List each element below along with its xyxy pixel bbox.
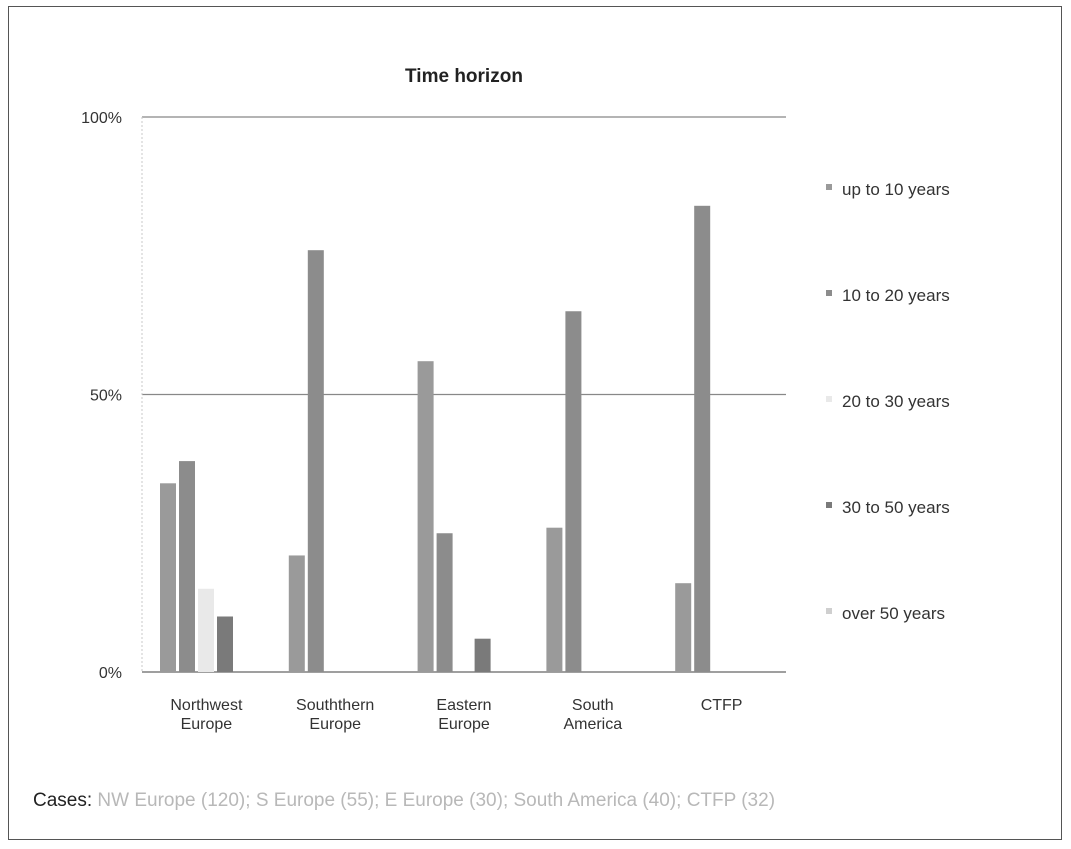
x-tick-labels: Northwest Europe Souththern Europe Eastern Eu…: [170, 697, 742, 733]
bar: [288, 555, 305, 672]
chart-frame: [8, 6, 1062, 840]
bars: [160, 205, 711, 673]
x-tick-label: Souththern Europe: [296, 697, 374, 733]
legend: up to 10 years 10 to 20 years 20 to 30 yea…: [826, 180, 950, 623]
x-tick-label: CTFP: [701, 697, 743, 714]
cases-text: NW Europe (120); S Europe (55); E Europe…: [97, 790, 776, 811]
x-tick-label: Eastern Europe: [436, 697, 491, 733]
bar: [694, 205, 711, 673]
legend-label: 20 to 30 years: [842, 392, 950, 411]
bar: [417, 361, 434, 672]
chart-title: Time horizon: [405, 66, 523, 87]
bar: [307, 250, 324, 672]
x-tick-label: Northwest Europe: [170, 697, 243, 733]
bar: [160, 483, 176, 672]
bar: [474, 638, 491, 672]
y-tick-label: 50%: [90, 388, 122, 405]
legend-swatch: [826, 290, 832, 296]
legend-label: 30 to 50 years: [842, 498, 950, 517]
legend-swatch: [826, 502, 832, 508]
bar: [179, 461, 195, 672]
legend-label: up to 10 years: [842, 180, 950, 199]
bar: [546, 527, 563, 672]
bar: [217, 616, 233, 672]
cases-label: Cases:: [33, 790, 93, 811]
cases-caption: Cases: NW Europe (120); S Europe (55); E…: [33, 790, 775, 812]
bar: [675, 583, 692, 672]
legend-label: 10 to 20 years: [842, 286, 950, 305]
y-tick-labels: 0% 50% 100%: [81, 110, 122, 682]
legend-swatch: [826, 184, 832, 190]
y-tick-label: 100%: [81, 110, 122, 127]
x-tick-label: South America: [563, 697, 622, 733]
bar: [436, 533, 453, 672]
bar: [565, 311, 582, 672]
y-tick-label: 0%: [99, 665, 122, 682]
legend-swatch: [826, 396, 832, 402]
legend-swatch: [826, 608, 832, 614]
bar: [198, 588, 214, 672]
legend-label: over 50 years: [842, 604, 945, 623]
